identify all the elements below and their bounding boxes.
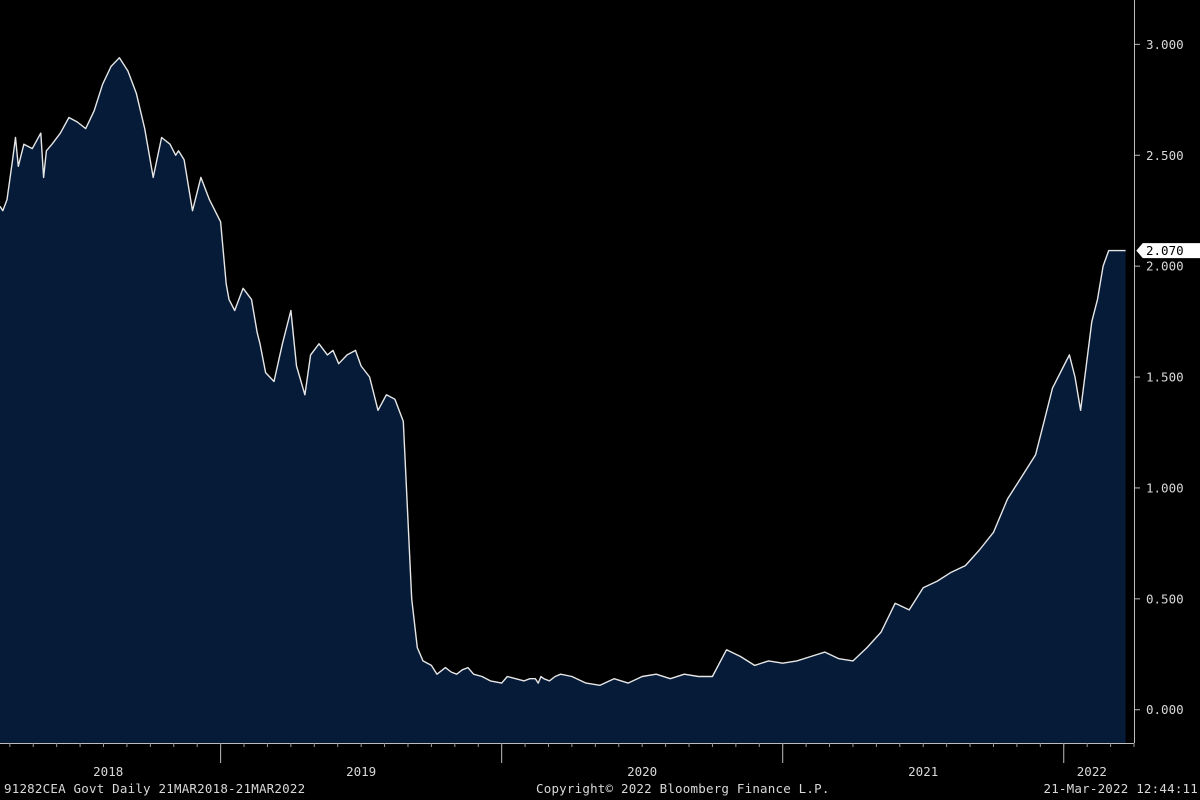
y-tick-label: 1.500 <box>1146 370 1184 385</box>
axes: 0.000 0.500 1.000 1.500 2.000 2.500 3.000 2018 2… <box>0 0 1200 779</box>
y-tick-label: 0.000 <box>1146 702 1184 717</box>
plot-area <box>0 57 1126 743</box>
x-tick-label: 2022 <box>1077 764 1107 779</box>
x-tick-label: 2021 <box>908 764 938 779</box>
security-description: 91282CEA Govt Daily 21MAR2018-21MAR2022 <box>4 781 306 796</box>
last-value-badge <box>1136 243 1200 259</box>
y-tick-label: 2.500 <box>1146 148 1184 163</box>
series-area-fill <box>0 57 1126 743</box>
copyright-notice: Copyright© 2022 Bloomberg Finance L.P. <box>536 781 830 796</box>
last-value-marker: 2.070 <box>1136 243 1200 259</box>
x-tick-label: 2018 <box>93 764 123 779</box>
last-value-label: 2.070 <box>1146 243 1184 258</box>
timestamp: 21-Mar-2022 12:44:11 <box>1043 781 1198 796</box>
x-tick-label: 2020 <box>627 764 657 779</box>
x-tick-label: 2019 <box>346 764 376 779</box>
y-tick-label: 1.000 <box>1146 480 1184 495</box>
series-line <box>0 57 1126 686</box>
y-tick-label: 3.000 <box>1146 37 1184 52</box>
y-tick-label: 2.000 <box>1146 259 1184 274</box>
y-tick-label: 0.500 <box>1146 591 1184 606</box>
